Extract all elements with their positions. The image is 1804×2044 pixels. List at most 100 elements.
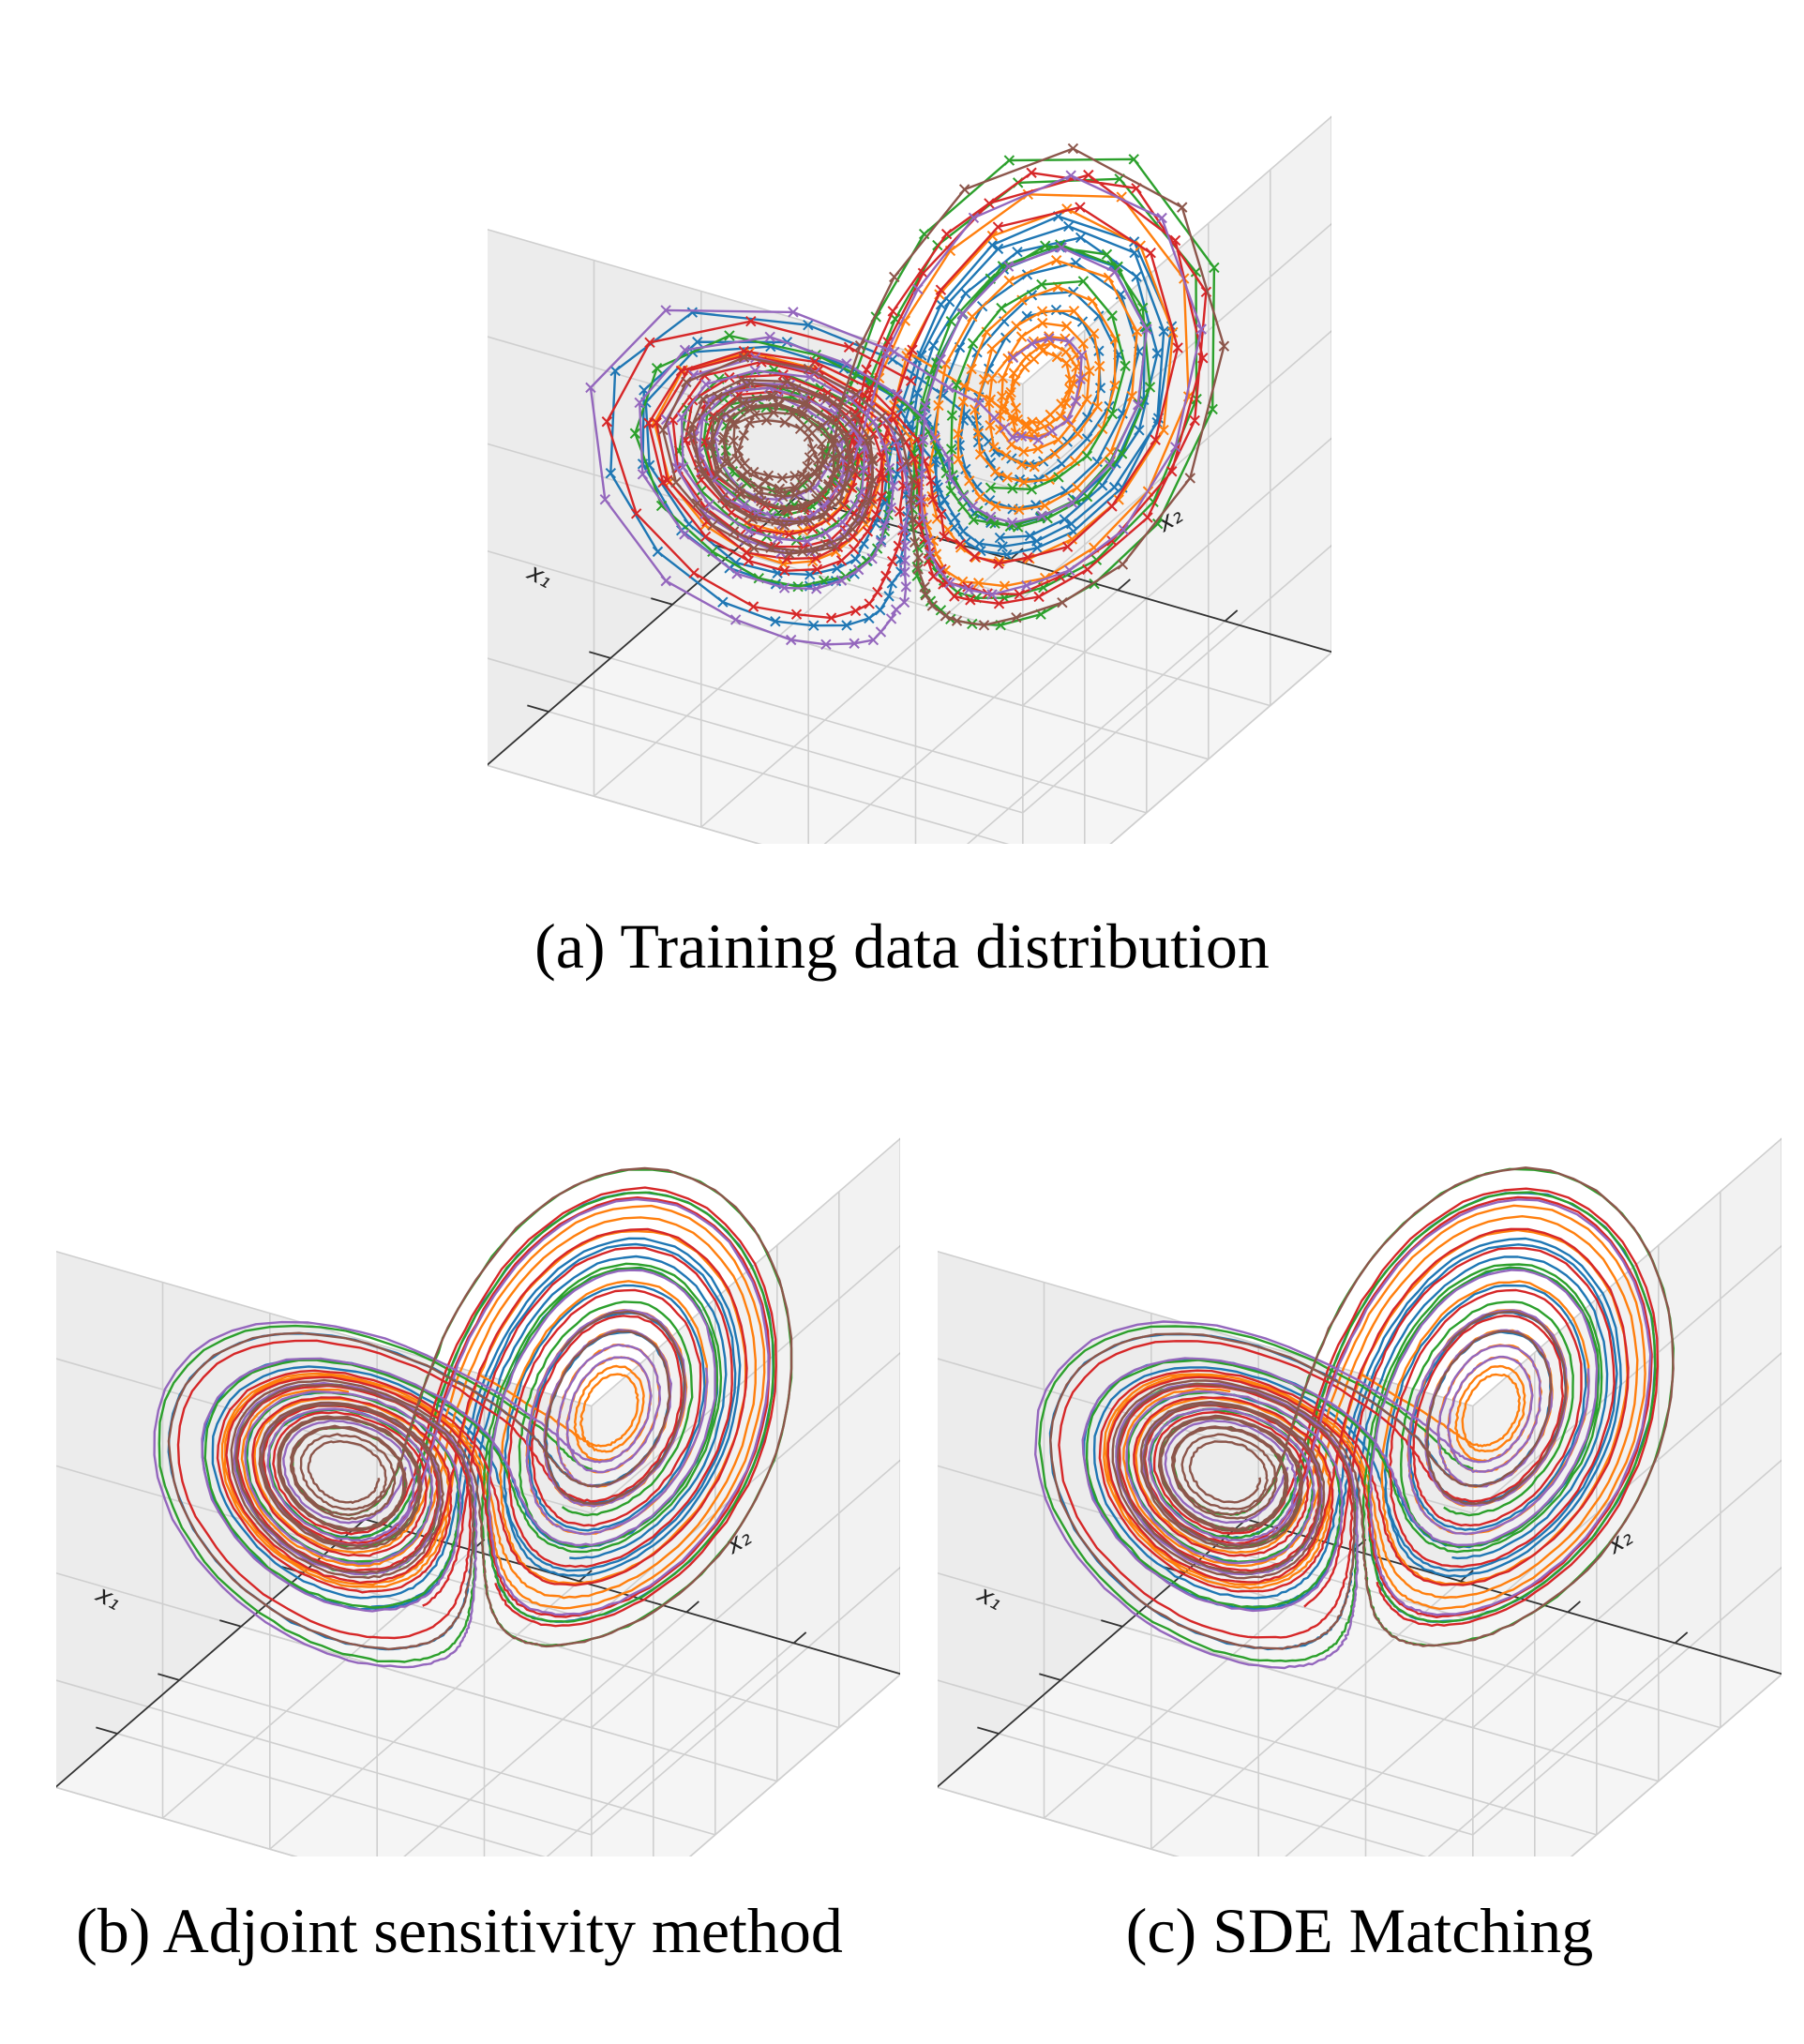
marker-x (971, 481, 983, 493)
marker-x (941, 577, 953, 588)
marker-x (1036, 510, 1047, 521)
marker-x (967, 310, 978, 323)
marker-x (925, 549, 936, 561)
marker-x (744, 378, 757, 389)
marker-x (864, 598, 875, 609)
marker-x (1056, 242, 1067, 253)
marker-x (985, 511, 997, 522)
marker-x (1029, 461, 1040, 473)
marker-x (687, 418, 699, 430)
marker-x (885, 613, 897, 624)
marker-x (986, 230, 999, 242)
grid-line (1472, 1137, 1781, 1407)
marker-x (951, 615, 963, 626)
marker-x (808, 620, 819, 631)
marker-x (880, 413, 893, 426)
marker-x (985, 420, 996, 431)
marker-x (1091, 456, 1103, 468)
marker-x (744, 417, 755, 428)
marker-x (802, 535, 813, 548)
marker-x (644, 337, 655, 349)
marker-x (843, 341, 855, 353)
grid-line (1570, 1674, 1781, 1856)
marker-x (660, 305, 671, 316)
marker-x (1172, 342, 1183, 353)
marker-x (732, 444, 744, 457)
marker-x (920, 590, 932, 601)
marker-x (999, 400, 1010, 412)
marker-x (818, 511, 829, 522)
marker-x (811, 583, 822, 594)
marker-x (915, 493, 927, 505)
marker-x (794, 423, 806, 434)
marker-x (1075, 202, 1086, 213)
marker-x (829, 541, 840, 552)
marker-x (854, 340, 866, 352)
marker-x (727, 418, 739, 429)
marker-x (1137, 302, 1149, 314)
marker-x (909, 536, 921, 549)
marker-x (838, 430, 850, 443)
marker-x (973, 538, 985, 549)
marker-x (806, 443, 819, 455)
marker-x (929, 432, 940, 443)
marker-x (997, 372, 1009, 383)
marker-x (1081, 394, 1092, 405)
marker-x (725, 412, 736, 423)
grid-line (178, 1679, 716, 1836)
grid-line (1121, 1625, 1660, 1782)
marker-x (749, 409, 760, 421)
marker-x (1218, 340, 1230, 352)
marker-x (729, 418, 741, 430)
marker-x (790, 609, 803, 620)
marker-x (948, 521, 960, 534)
marker-x (939, 531, 950, 543)
marker-x (1131, 325, 1143, 338)
marker-x (1015, 331, 1028, 342)
marker-x (789, 489, 801, 501)
grid-line (1022, 222, 1331, 492)
marker-x (1049, 448, 1060, 459)
marker-x (1057, 596, 1068, 609)
marker-x (1166, 466, 1178, 477)
marker-x (917, 412, 928, 424)
marker-x (955, 538, 966, 549)
marker-x (729, 614, 742, 625)
marker-x (1007, 483, 1018, 494)
marker-x (866, 453, 879, 465)
marker-x (909, 453, 920, 465)
marker-x (1132, 398, 1144, 411)
marker-x (927, 339, 940, 352)
marker-x (1106, 535, 1118, 547)
marker-x (883, 591, 894, 602)
marker-x (707, 546, 718, 558)
marker-x (771, 515, 782, 527)
marker-x (1068, 378, 1079, 389)
marker-x (920, 400, 931, 413)
marker-x (849, 553, 862, 565)
marker-x (747, 601, 759, 612)
marker-x (1106, 501, 1118, 512)
marker-x (1036, 278, 1047, 291)
marker-x (1007, 352, 1019, 364)
marker-x (864, 383, 876, 394)
marker-x (883, 462, 895, 474)
marker-x (911, 387, 923, 398)
marker-x (823, 413, 834, 426)
y-tick (1224, 609, 1239, 623)
marker-x (1109, 266, 1120, 278)
marker-x (1106, 408, 1119, 420)
marker-x (864, 434, 876, 446)
marker-x (1184, 473, 1195, 484)
marker-x (943, 453, 955, 464)
marker-x (849, 638, 860, 649)
marker-x (736, 374, 747, 385)
marker-x (957, 490, 970, 503)
marker-x (843, 447, 855, 458)
marker-x (707, 519, 718, 532)
marker-x (835, 396, 848, 407)
marker-x (950, 512, 961, 523)
marker-x (936, 508, 947, 520)
